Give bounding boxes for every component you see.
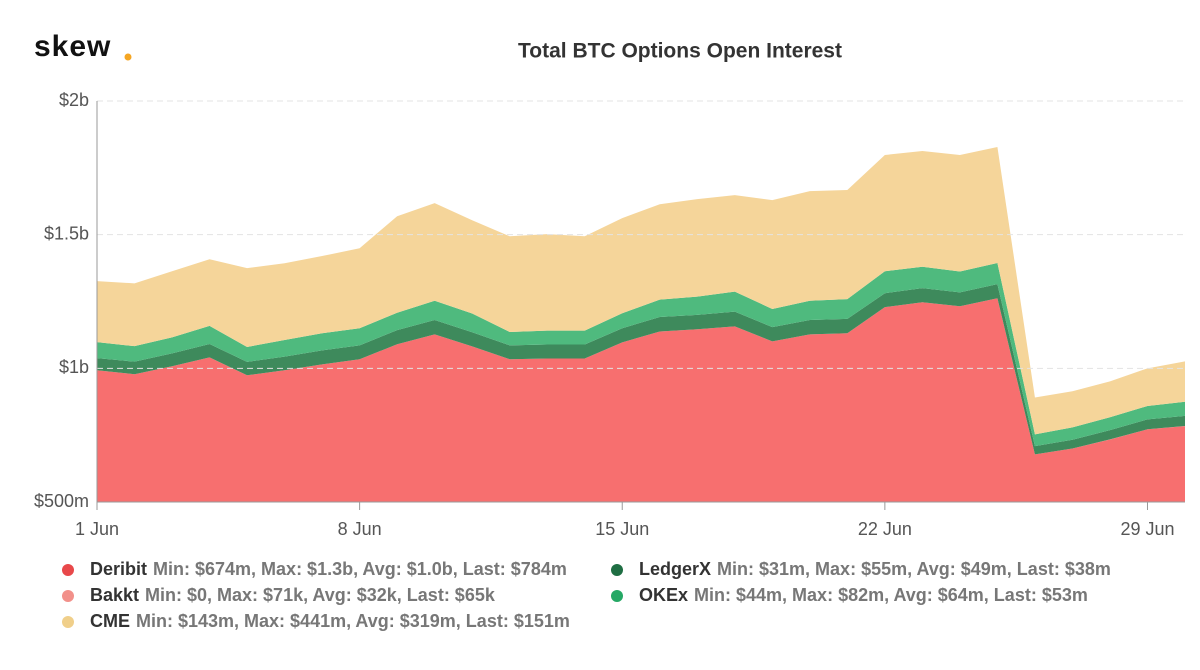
legend-stats: Min: $143m, Max: $441m, Avg: $319m, Last… <box>136 611 570 631</box>
x-tick-label: 15 Jun <box>595 519 649 539</box>
x-tick-label: 1 Jun <box>75 519 119 539</box>
y-tick-label: $1.5b <box>44 223 89 243</box>
y-tick-label: $2b <box>59 90 89 110</box>
x-tick-label: 29 Jun <box>1120 519 1174 539</box>
chart-title: Total BTC Options Open Interest <box>518 40 842 63</box>
legend-marker <box>611 564 623 576</box>
legend-name: Bakkt <box>90 585 139 605</box>
x-tick-label: 8 Jun <box>338 519 382 539</box>
legend-marker <box>611 590 623 602</box>
legend-stats: Min: $674m, Max: $1.3b, Avg: $1.0b, Last… <box>153 559 567 579</box>
logo-dot <box>124 53 132 61</box>
legend-name: LedgerX <box>639 559 711 579</box>
areas <box>97 146 1185 502</box>
legend-entry: OKEx Min: $44m, Max: $82m, Avg: $64m, Las… <box>639 585 1088 605</box>
legend-stats: Min: $0, Max: $71k, Avg: $32k, Last: $65… <box>145 585 496 605</box>
area <box>97 298 1185 502</box>
y-tick-label: $1b <box>59 357 89 377</box>
legend-entry: LedgerX Min: $31m, Max: $55m, Avg: $49m, … <box>639 559 1111 579</box>
legend-name: Deribit <box>90 559 147 579</box>
y-tick-label: $500m <box>34 491 89 511</box>
legend-stats: Min: $44m, Max: $82m, Avg: $64m, Last: $… <box>694 585 1088 605</box>
x-tick-label: 22 Jun <box>858 519 912 539</box>
legend-stats: Min: $31m, Max: $55m, Avg: $49m, Last: $… <box>717 559 1111 579</box>
legend-entry: Bakkt Min: $0, Max: $71k, Avg: $32k, Last… <box>90 585 496 605</box>
area <box>97 262 1185 447</box>
legend-entry: Deribit Min: $674m, Max: $1.3b, Avg: $1.0… <box>90 559 567 579</box>
legend-marker <box>62 590 74 602</box>
area <box>97 146 1185 435</box>
logo: skew <box>34 30 111 63</box>
legend-marker <box>62 564 74 576</box>
legend-marker <box>62 616 74 628</box>
legend-entry: CME Min: $143m, Max: $441m, Avg: $319m, L… <box>90 611 570 631</box>
legend-name: OKEx <box>639 585 688 605</box>
legend-name: CME <box>90 611 130 631</box>
